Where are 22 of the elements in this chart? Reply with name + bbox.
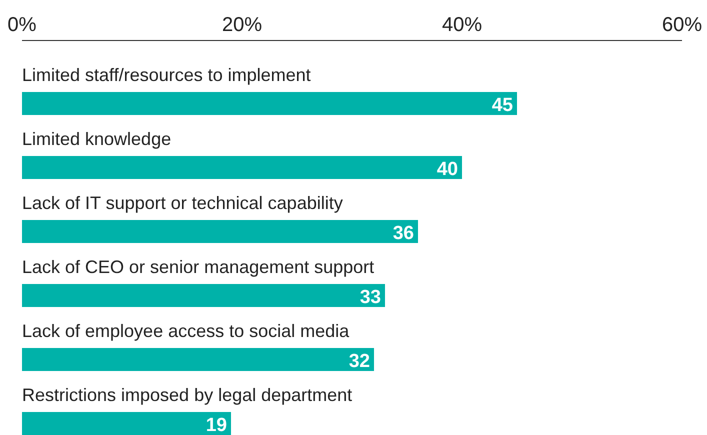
y-tick-label: Lack of IT support or technical capability — [22, 193, 343, 213]
x-tick-label: 40% — [442, 14, 482, 36]
data-label: 33 — [360, 287, 381, 308]
x-tick-label: 0% — [8, 14, 37, 36]
data-label: 40 — [436, 159, 458, 180]
bar — [22, 220, 418, 243]
data-label: 36 — [392, 223, 414, 244]
bar — [22, 284, 385, 307]
x-tick-label: 20% — [222, 14, 262, 36]
y-tick-label: Lack of CEO or senior management support — [22, 257, 374, 277]
bar — [22, 348, 374, 371]
y-tick-label: Lack of employee access to social media — [22, 321, 350, 341]
y-tick-label: Limited knowledge — [22, 129, 172, 149]
bar — [22, 156, 462, 179]
data-label: 32 — [348, 351, 370, 372]
data-label: 19 — [206, 415, 227, 435]
bar — [22, 412, 231, 435]
data-label: 45 — [492, 95, 514, 116]
y-tick-label: Limited staff/resources to implement — [22, 65, 311, 85]
y-tick-label: Restrictions imposed by legal department — [22, 385, 352, 405]
x-tick-label: 60% — [662, 14, 702, 36]
bar — [22, 92, 517, 115]
